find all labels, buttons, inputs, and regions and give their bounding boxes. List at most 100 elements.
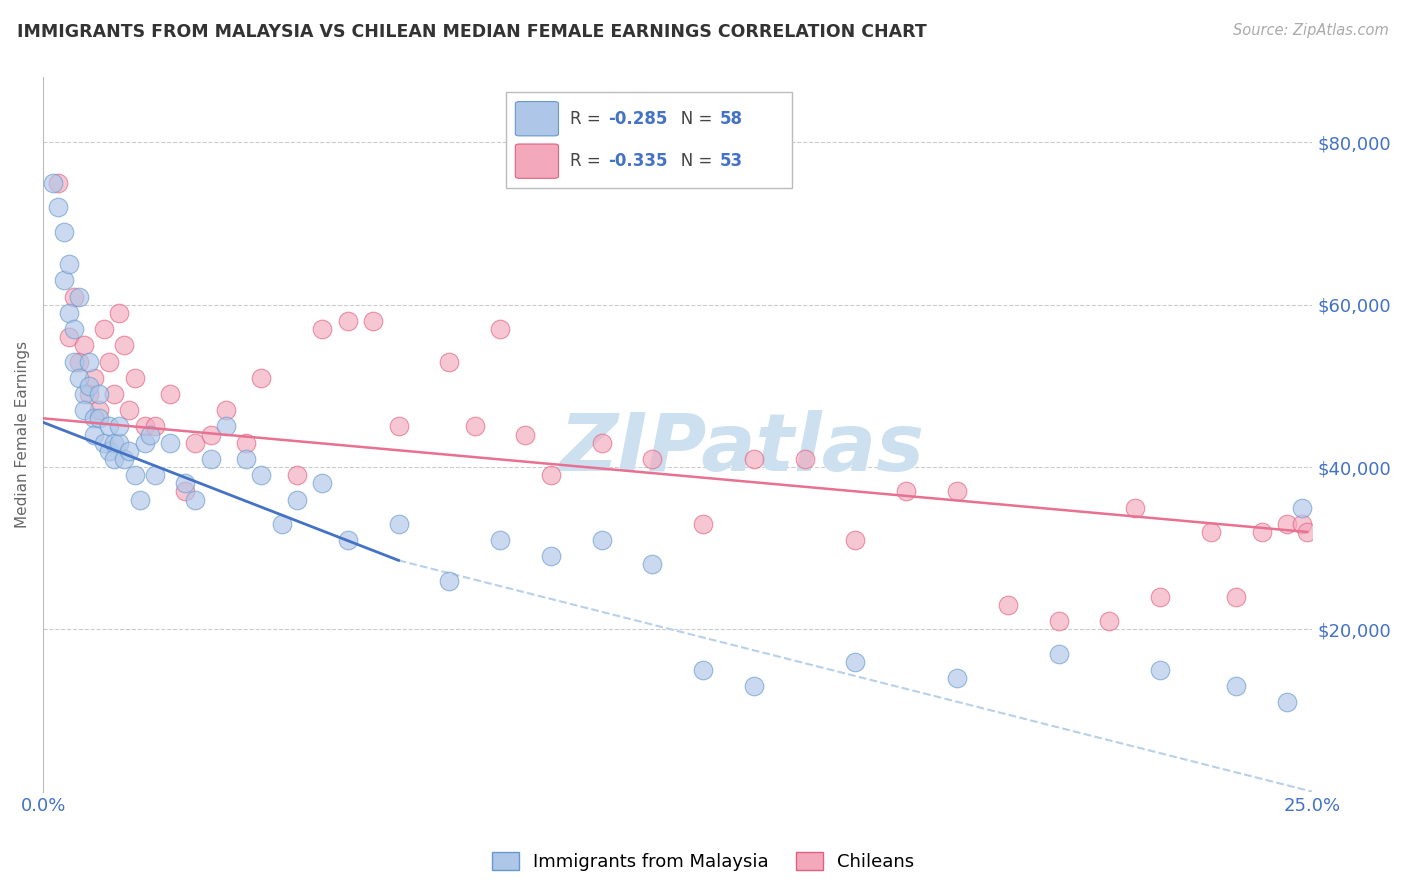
Point bbox=[641, 451, 664, 466]
Point bbox=[336, 314, 359, 328]
Text: -0.285: -0.285 bbox=[607, 110, 668, 128]
Point bbox=[83, 370, 105, 384]
Point bbox=[235, 451, 257, 466]
Point bbox=[439, 574, 461, 588]
Point bbox=[489, 322, 512, 336]
Point bbox=[692, 663, 714, 677]
Point bbox=[1225, 679, 1247, 693]
Point bbox=[103, 435, 125, 450]
Point bbox=[1296, 524, 1319, 539]
Point bbox=[361, 314, 384, 328]
Point bbox=[73, 403, 96, 417]
Point bbox=[270, 516, 292, 531]
Point bbox=[139, 427, 162, 442]
Point bbox=[200, 451, 222, 466]
Point bbox=[58, 330, 80, 344]
Point bbox=[1275, 695, 1298, 709]
Point bbox=[515, 427, 537, 442]
Point bbox=[540, 468, 562, 483]
Point bbox=[1123, 500, 1146, 515]
Point bbox=[98, 443, 121, 458]
Point bbox=[489, 533, 512, 547]
Point bbox=[103, 451, 125, 466]
Point bbox=[439, 354, 461, 368]
Point bbox=[73, 338, 96, 352]
Point bbox=[742, 679, 765, 693]
Point bbox=[285, 492, 308, 507]
Point bbox=[93, 435, 115, 450]
Point bbox=[62, 289, 84, 303]
Point bbox=[52, 273, 75, 287]
Point bbox=[946, 484, 969, 499]
Point bbox=[1250, 524, 1272, 539]
Point bbox=[112, 451, 135, 466]
Text: Source: ZipAtlas.com: Source: ZipAtlas.com bbox=[1233, 23, 1389, 38]
Point bbox=[311, 322, 333, 336]
Point bbox=[250, 468, 273, 483]
Legend: Immigrants from Malaysia, Chileans: Immigrants from Malaysia, Chileans bbox=[484, 845, 922, 879]
Point bbox=[103, 387, 125, 401]
Point bbox=[591, 435, 613, 450]
Point bbox=[1149, 663, 1171, 677]
Text: R =: R = bbox=[569, 110, 606, 128]
Point bbox=[128, 492, 150, 507]
Point bbox=[946, 671, 969, 685]
Point bbox=[112, 338, 135, 352]
Point bbox=[1275, 516, 1298, 531]
Point bbox=[387, 516, 409, 531]
Point bbox=[1149, 590, 1171, 604]
Point bbox=[200, 427, 222, 442]
Point bbox=[997, 598, 1019, 612]
Point bbox=[48, 200, 70, 214]
Text: 53: 53 bbox=[720, 153, 742, 170]
Point bbox=[591, 533, 613, 547]
Point bbox=[692, 516, 714, 531]
Point bbox=[174, 476, 197, 491]
Point bbox=[387, 419, 409, 434]
Point bbox=[1047, 614, 1070, 628]
Point bbox=[311, 476, 333, 491]
Point bbox=[108, 435, 131, 450]
Text: N =: N = bbox=[665, 110, 717, 128]
Point bbox=[77, 354, 100, 368]
Point bbox=[83, 427, 105, 442]
Point bbox=[58, 306, 80, 320]
Text: R =: R = bbox=[569, 153, 606, 170]
Point bbox=[844, 655, 866, 669]
Text: N =: N = bbox=[665, 153, 717, 170]
Point bbox=[235, 435, 257, 450]
Point bbox=[87, 411, 110, 425]
Point bbox=[1225, 590, 1247, 604]
Point bbox=[641, 558, 664, 572]
Point bbox=[793, 451, 815, 466]
Text: 58: 58 bbox=[720, 110, 742, 128]
Point bbox=[1291, 516, 1313, 531]
FancyBboxPatch shape bbox=[506, 92, 792, 188]
Point bbox=[118, 403, 141, 417]
Y-axis label: Median Female Earnings: Median Female Earnings bbox=[15, 341, 30, 528]
Point bbox=[67, 289, 90, 303]
Point bbox=[98, 354, 121, 368]
Point bbox=[98, 419, 121, 434]
Point bbox=[336, 533, 359, 547]
Point bbox=[134, 419, 156, 434]
Point bbox=[52, 225, 75, 239]
Point bbox=[742, 451, 765, 466]
Point bbox=[62, 322, 84, 336]
Point bbox=[159, 387, 181, 401]
Point bbox=[1047, 647, 1070, 661]
Point bbox=[250, 370, 273, 384]
Point bbox=[67, 354, 90, 368]
Point bbox=[896, 484, 918, 499]
Point bbox=[143, 468, 166, 483]
Point bbox=[1098, 614, 1121, 628]
Point bbox=[87, 387, 110, 401]
FancyBboxPatch shape bbox=[516, 144, 558, 178]
Point bbox=[464, 419, 486, 434]
Point bbox=[93, 322, 115, 336]
Point bbox=[42, 176, 65, 190]
Point bbox=[124, 468, 146, 483]
Point bbox=[118, 443, 141, 458]
Point bbox=[108, 306, 131, 320]
Point bbox=[1291, 500, 1313, 515]
